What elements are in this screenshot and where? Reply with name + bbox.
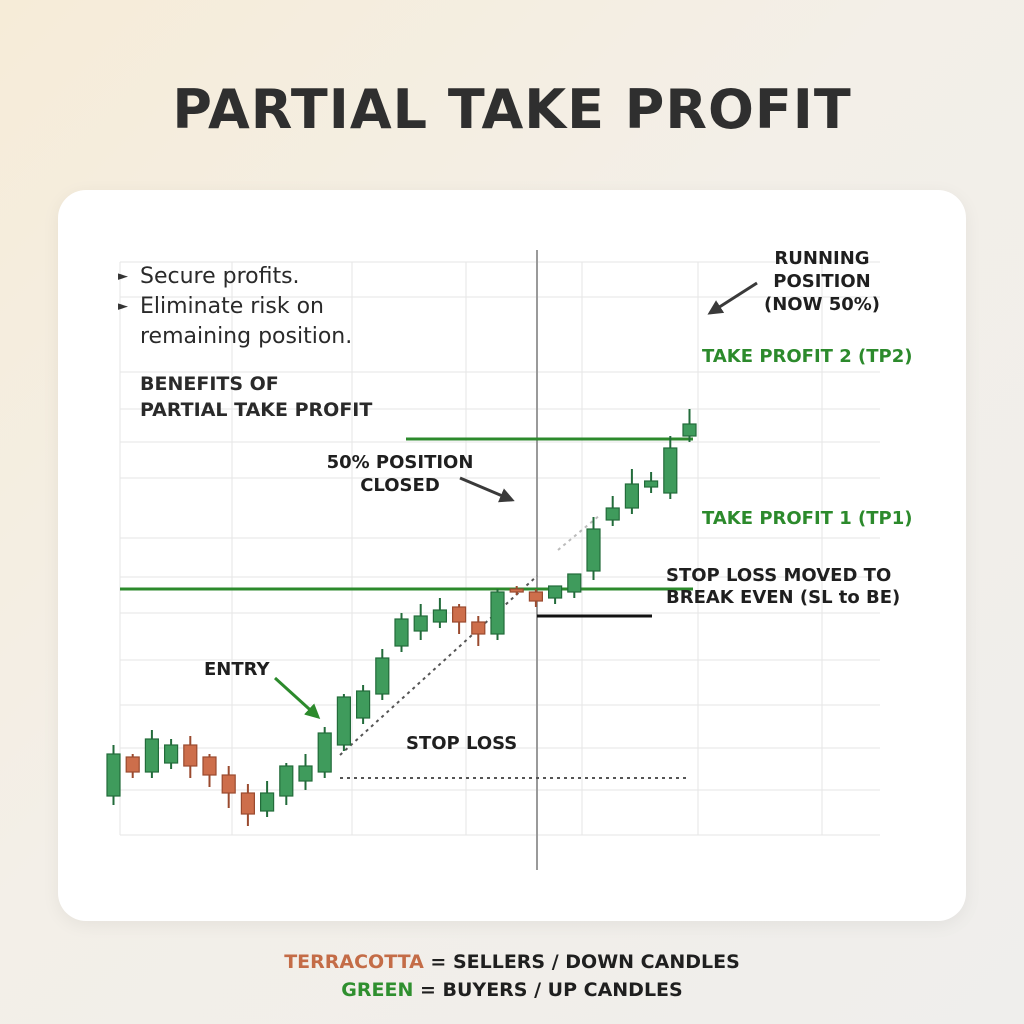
candle-body	[144, 738, 159, 773]
benefits-heading: BENEFITS OF PARTIAL TAKE PROFIT	[140, 373, 373, 421]
up-candle	[643, 472, 659, 493]
candle-body	[490, 591, 505, 635]
up-candle	[586, 517, 601, 580]
benefit-text: Eliminate risk on remaining position.	[140, 294, 353, 349]
chart-card	[58, 190, 966, 921]
candle-body	[106, 753, 121, 797]
candle-body	[336, 696, 351, 746]
trailing-stop-line	[339, 575, 538, 756]
up-candle	[490, 589, 505, 640]
candle-body	[471, 621, 486, 635]
up-candle	[164, 739, 179, 769]
up-candle	[356, 685, 371, 724]
candle-body	[356, 690, 371, 719]
candle-body	[375, 657, 390, 695]
down-candle	[240, 784, 255, 826]
up-candle	[279, 763, 294, 805]
candle-body	[528, 591, 544, 602]
candle-body	[125, 756, 140, 773]
trailing-stop-line	[557, 514, 601, 551]
down-candle	[528, 589, 544, 607]
legend-buyers-text: = BUYERS / UP CANDLES	[413, 979, 683, 1001]
candle-body	[663, 447, 678, 494]
chart-guides	[120, 250, 693, 870]
up-candle	[394, 613, 409, 652]
candle-body	[164, 744, 179, 764]
down-candle	[125, 754, 140, 778]
chart-labels: TAKE PROFIT 1 (TP1) TAKE PROFIT 2 (TP2) ST…	[204, 248, 912, 754]
up-candle	[375, 649, 390, 700]
running-position-arrow-icon	[707, 281, 758, 315]
candle-body	[317, 732, 332, 773]
position-closed-arrow-icon	[459, 476, 515, 503]
take-profit-1-label: TAKE PROFIT 1 (TP1)	[702, 508, 912, 529]
up-candle	[144, 730, 159, 778]
up-candle	[413, 604, 428, 640]
legend-sellers-text: = SELLERS / DOWN CANDLES	[423, 951, 740, 973]
legend-sellers: TERRACOTTA = SELLERS / DOWN CANDLES	[0, 948, 1024, 976]
up-candle	[432, 598, 447, 628]
running-position-label: RUNNING POSITION (NOW 50%)	[764, 248, 880, 315]
down-candle	[471, 616, 486, 646]
down-candle	[202, 754, 217, 787]
up-candle	[106, 745, 121, 805]
triangle-right-icon: ►	[118, 269, 128, 284]
down-candle	[183, 736, 198, 778]
candle-body	[394, 618, 409, 647]
candle-body	[240, 792, 255, 815]
down-candle	[452, 604, 467, 634]
benefit-item: ► Secure profits.	[118, 262, 352, 292]
benefit-text: Secure profits.	[140, 264, 300, 289]
legend-sellers-color: TERRACOTTA	[284, 951, 424, 973]
entry-label: ENTRY	[204, 659, 271, 680]
up-candle	[317, 727, 332, 778]
up-candle	[682, 409, 697, 442]
candle-body	[605, 507, 620, 521]
candle-body	[260, 792, 275, 812]
up-candle	[260, 781, 275, 817]
page-title: PARTIAL TAKE PROFIT	[172, 78, 852, 141]
legend-buyers: GREEN = BUYERS / UP CANDLES	[0, 976, 1024, 1004]
position-closed-label: 50% POSITION CLOSED	[327, 452, 474, 496]
candle-body	[509, 588, 524, 593]
candles	[106, 409, 697, 826]
candle-body	[279, 765, 294, 797]
candle-body	[452, 606, 467, 623]
benefit-item: ► Eliminate risk on remaining position.	[118, 292, 352, 352]
down-candle	[509, 586, 524, 595]
candle-body	[202, 756, 217, 776]
candle-body	[567, 573, 582, 593]
down-candle	[221, 766, 236, 808]
up-candle	[624, 469, 640, 514]
candle-body	[682, 423, 697, 437]
up-candle	[547, 585, 563, 604]
legend-buyers-color: GREEN	[341, 979, 414, 1001]
up-candle	[567, 573, 582, 598]
up-candle	[336, 694, 351, 751]
candle-body	[413, 615, 428, 632]
candle-body	[298, 765, 313, 782]
up-candle	[298, 754, 313, 790]
benefit-list: ► Secure profits. ► Eliminate risk on re…	[118, 262, 352, 352]
triangle-right-icon: ►	[118, 299, 128, 314]
up-candle	[663, 436, 678, 499]
candle-body	[183, 744, 198, 767]
stop-loss-label: STOP LOSS	[406, 733, 517, 754]
take-profit-2-label: TAKE PROFIT 2 (TP2)	[702, 346, 912, 367]
candle-body	[643, 480, 659, 488]
stop-loss-moved-label: STOP LOSS MOVED TO BREAK EVEN (SL to BE)	[666, 565, 900, 608]
candle-body	[221, 774, 236, 794]
candle-body	[624, 483, 640, 509]
color-legend: TERRACOTTA = SELLERS / DOWN CANDLES GREE…	[0, 948, 1024, 1004]
up-candle	[605, 496, 620, 526]
candle-body	[432, 609, 447, 623]
chart-grid	[119, 261, 880, 836]
candle-body	[547, 585, 563, 599]
candle-body	[586, 528, 601, 572]
entry-arrow-icon	[273, 676, 321, 720]
